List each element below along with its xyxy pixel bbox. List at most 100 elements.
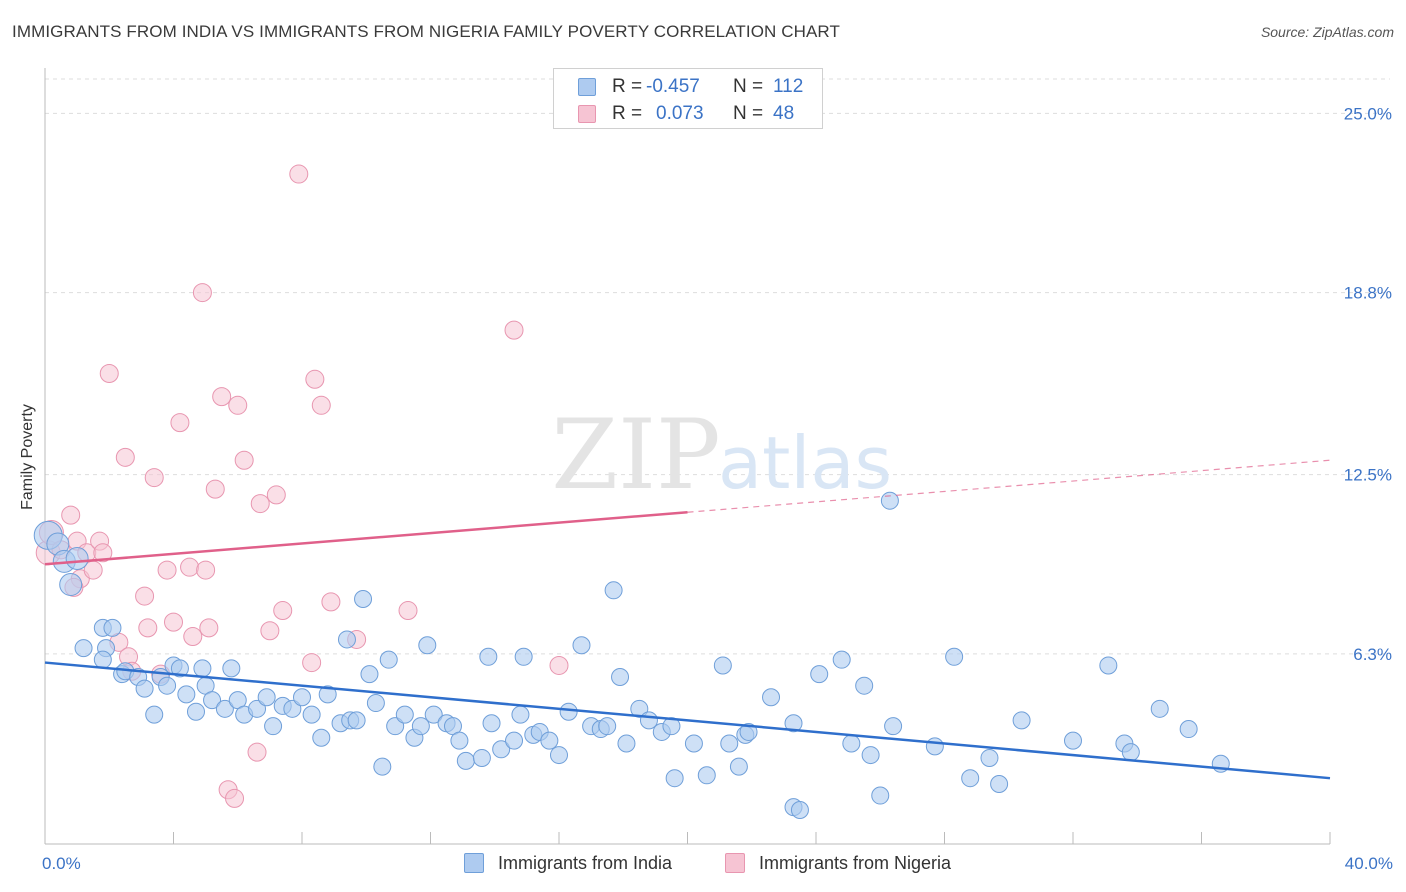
india-point: [318, 685, 337, 704]
watermark-zip: ZIP: [551, 399, 720, 511]
india-point: [697, 766, 716, 785]
y-tick-label: 12.5%: [1344, 466, 1392, 485]
india-point: [514, 647, 533, 666]
india-point: [980, 748, 999, 767]
india-point: [871, 786, 890, 805]
nigeria-point: [93, 543, 113, 563]
india-point: [411, 717, 430, 736]
nigeria-point: [398, 601, 418, 621]
india-point: [386, 717, 405, 736]
india-point: [257, 688, 276, 707]
india-n-value: 112: [773, 76, 804, 97]
correlation-legend: R = -0.457 N = 112 R = 0.073 N = 48: [553, 68, 823, 129]
india-swatch: [578, 78, 596, 96]
india-point: [93, 650, 112, 669]
india-point: [739, 722, 758, 741]
nigeria-point: [135, 586, 155, 606]
india-point: [1150, 699, 1169, 718]
india-point: [492, 740, 511, 759]
nigeria-point: [273, 601, 293, 621]
india-point: [395, 705, 414, 724]
nigeria-point: [164, 612, 183, 632]
nigeria-point: [321, 592, 341, 612]
nigeria-point: [144, 468, 164, 488]
y-tick-label: 18.8%: [1344, 284, 1392, 303]
x-tick-label-min: 0.0%: [42, 854, 81, 873]
india-point: [598, 717, 617, 736]
nigeria-trend-line: [44, 511, 688, 566]
india-point: [177, 685, 196, 704]
india-point: [511, 705, 530, 724]
india-point: [103, 618, 122, 637]
nigeria-point: [183, 627, 203, 647]
nigeria-point: [196, 560, 216, 580]
nigeria-points: [35, 164, 569, 808]
india-point: [373, 757, 392, 776]
nigeria-n-label: N =: [733, 103, 764, 124]
india-point: [366, 694, 385, 713]
nigeria-point: [199, 618, 219, 638]
nigeria-point: [192, 283, 212, 303]
india-point: [312, 728, 331, 747]
india-point: [472, 748, 491, 767]
india-point: [617, 734, 636, 753]
india-point: [611, 668, 630, 687]
india-point: [762, 688, 781, 707]
nigeria-point: [302, 653, 322, 673]
nigeria-point: [225, 788, 245, 808]
india-trend-line: [44, 661, 1331, 780]
india-point: [604, 581, 623, 600]
india-point: [203, 691, 222, 710]
x-tick-label-max: 40.0%: [1345, 854, 1393, 873]
bottom-legend-india-label: Immigrants from India: [498, 853, 673, 873]
india-point: [170, 659, 189, 678]
nigeria-point: [260, 621, 280, 641]
india-point: [880, 491, 899, 510]
india-point: [665, 769, 684, 788]
india-point: [713, 656, 732, 675]
nigeria-point: [549, 655, 569, 675]
india-point: [790, 800, 809, 819]
india-point: [729, 757, 748, 776]
source-credit: Source: ZipAtlas.com: [1260, 24, 1394, 40]
india-point: [1099, 656, 1118, 675]
india-point: [1012, 711, 1031, 730]
india-point: [186, 702, 205, 721]
india-point: [354, 589, 373, 608]
nigeria-point: [266, 485, 286, 505]
y-tick-label: 6.3%: [1353, 645, 1392, 664]
india-point: [945, 647, 964, 666]
india-point: [884, 717, 903, 736]
india-point: [1064, 731, 1082, 750]
india-point: [925, 737, 944, 756]
nigeria-point: [228, 395, 248, 415]
india-point: [424, 705, 443, 724]
india-point: [456, 751, 475, 770]
y-tick-label: 25.0%: [1344, 104, 1392, 123]
nigeria-point: [311, 395, 331, 415]
india-point: [145, 705, 164, 724]
india-point: [559, 702, 578, 721]
india-point: [302, 705, 321, 724]
india-point: [347, 711, 366, 730]
nigeria-point: [115, 447, 135, 467]
india-r-label: R =: [612, 76, 643, 97]
nigeria-point: [170, 413, 190, 433]
india-point: [248, 699, 267, 718]
india-point: [861, 746, 880, 765]
india-point: [630, 699, 649, 718]
bottom-legend-nigeria-swatch: [725, 853, 745, 873]
watermark-atlas: atlas: [718, 421, 892, 505]
bottom-legend-india-swatch: [464, 853, 484, 873]
india-point: [293, 688, 311, 707]
nigeria-point: [289, 164, 309, 184]
india-point: [572, 636, 591, 655]
india-point: [59, 573, 83, 597]
india-point: [193, 659, 212, 678]
nigeria-trend-extension: [687, 459, 1331, 513]
india-point: [379, 650, 398, 669]
nigeria-n-value: 48: [773, 103, 795, 124]
nigeria-r-label: R =: [612, 103, 643, 124]
nigeria-r-value: 0.073: [656, 103, 704, 124]
